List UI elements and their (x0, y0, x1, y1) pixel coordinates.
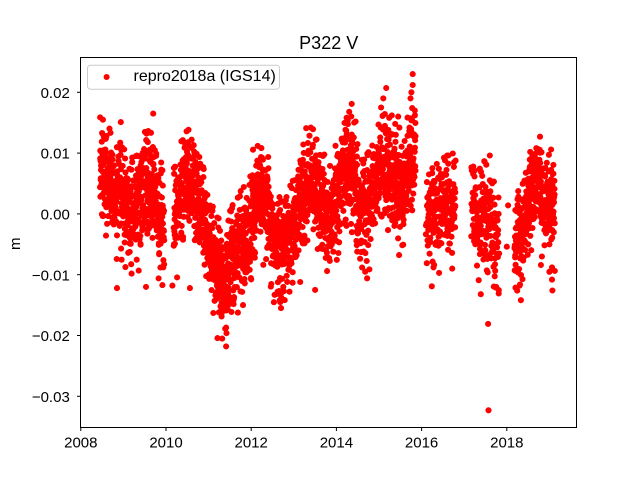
svg-text:0.01: 0.01 (41, 146, 70, 163)
svg-text:−0.01: −0.01 (32, 267, 70, 284)
svg-text:m: m (7, 238, 24, 251)
svg-text:0.02: 0.02 (41, 85, 70, 102)
svg-text:2012: 2012 (235, 435, 268, 452)
svg-text:repro2018a (IGS14): repro2018a (IGS14) (134, 68, 276, 85)
svg-text:2016: 2016 (405, 435, 438, 452)
svg-text:−0.03: −0.03 (32, 389, 70, 406)
svg-text:0.00: 0.00 (41, 207, 70, 224)
svg-text:−0.02: −0.02 (32, 328, 70, 345)
svg-text:P322 V: P322 V (299, 33, 358, 53)
svg-text:2018: 2018 (490, 435, 523, 452)
svg-text:2008: 2008 (64, 435, 97, 452)
svg-text:2010: 2010 (149, 435, 182, 452)
svg-text:2014: 2014 (320, 435, 353, 452)
